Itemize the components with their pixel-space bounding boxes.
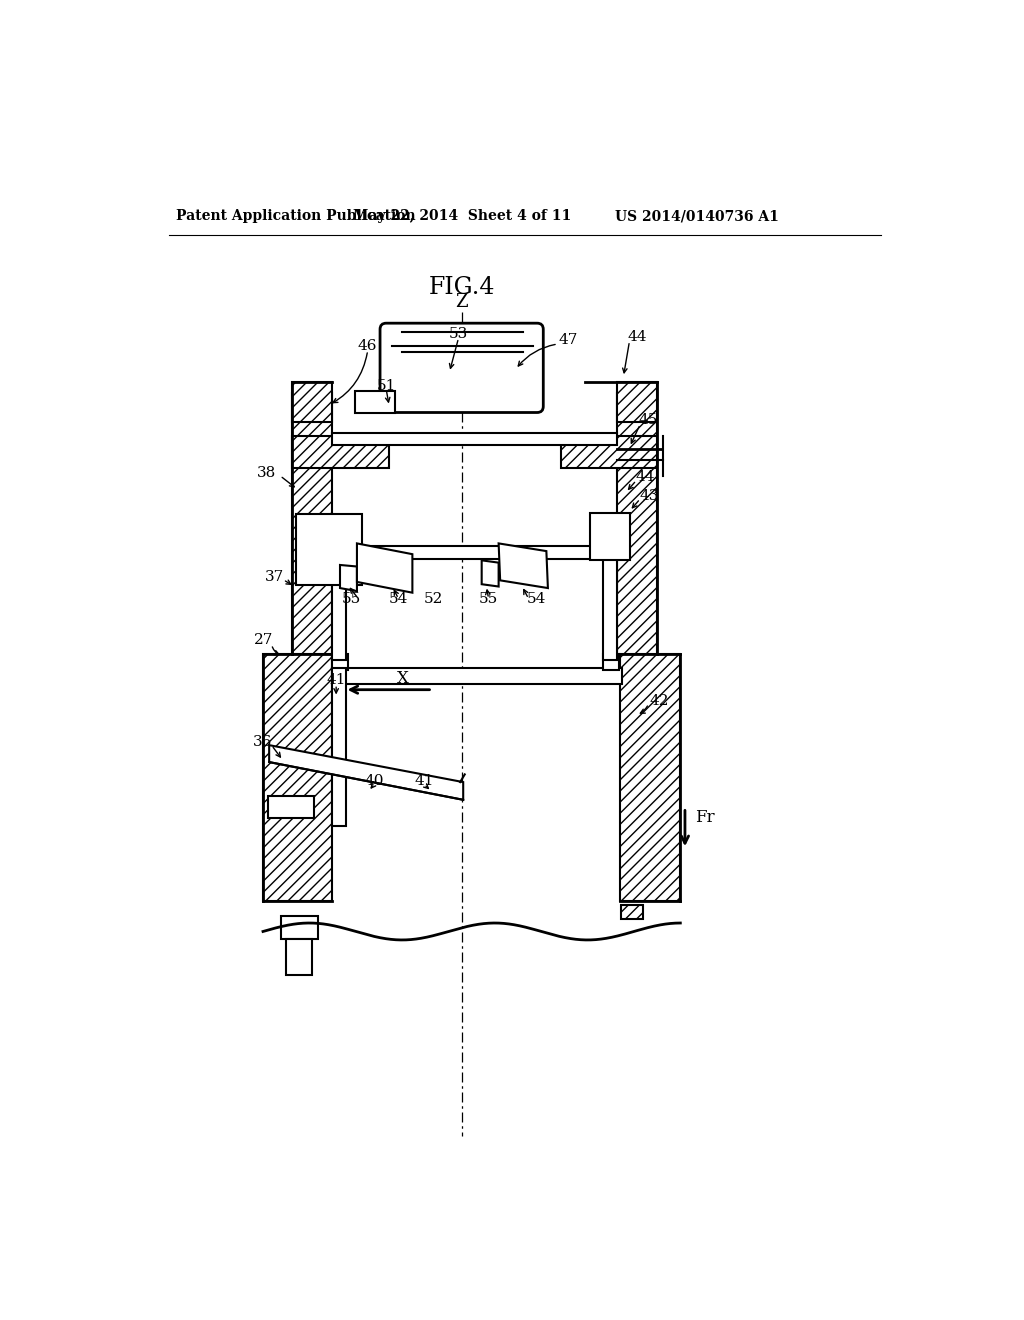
Text: 53: 53 [449,327,468,341]
Text: 41: 41 [414,774,434,788]
Text: FIG.4: FIG.4 [428,276,495,300]
Bar [603,546,617,660]
Bar [333,546,346,660]
Bar [333,668,622,684]
Text: 38: 38 [257,466,276,479]
Text: 46: 46 [358,339,378,354]
Text: 43: 43 [639,488,658,503]
Polygon shape [481,561,499,586]
Bar [621,906,643,919]
Bar [355,391,395,412]
Bar [603,655,618,669]
Bar [561,436,657,469]
Bar [292,436,388,469]
Bar [333,433,617,445]
Text: 55: 55 [479,591,499,606]
Text: 37: 37 [265,569,285,583]
Bar [621,655,680,900]
Bar [292,393,333,655]
Text: Fr: Fr [695,809,715,826]
Bar [263,655,333,900]
Polygon shape [499,544,548,589]
Bar [617,381,657,422]
Text: US 2014/0140736 A1: US 2014/0140736 A1 [614,209,778,223]
Bar [282,916,318,940]
Bar [561,436,657,469]
Text: Patent Application Publication: Patent Application Publication [176,209,416,223]
Polygon shape [269,744,463,800]
Text: 45: 45 [638,413,657,428]
Text: Z: Z [456,293,468,312]
Bar [621,906,643,919]
Text: 40: 40 [365,774,384,788]
FancyBboxPatch shape [380,323,544,412]
Bar [617,381,657,422]
Bar [590,512,631,561]
Bar [333,668,346,826]
Bar [617,393,657,655]
Text: May 22, 2014  Sheet 4 of 11: May 22, 2014 Sheet 4 of 11 [352,209,570,223]
Text: 47: 47 [558,333,578,347]
Text: 54: 54 [389,591,409,606]
Text: 36: 36 [253,735,272,748]
Text: 55: 55 [342,591,361,606]
Text: 44: 44 [635,470,654,484]
Text: 54: 54 [526,591,546,606]
Text: 41: 41 [327,673,346,688]
Bar [292,381,333,422]
Text: 44: 44 [628,330,647,345]
Text: 42: 42 [649,694,669,709]
Polygon shape [340,565,357,591]
Text: 52: 52 [424,591,442,606]
Bar [296,513,362,585]
Bar [292,381,333,422]
Bar [267,796,313,817]
Bar [292,436,388,469]
Bar [286,940,312,974]
Text: 51: 51 [377,379,396,392]
Bar [292,393,333,655]
Bar [333,655,348,669]
Bar [617,393,657,655]
Bar [621,655,680,900]
Bar [263,655,333,900]
Text: 27: 27 [254,634,273,647]
Bar [333,546,617,558]
Polygon shape [357,544,413,593]
Text: X: X [397,669,409,686]
